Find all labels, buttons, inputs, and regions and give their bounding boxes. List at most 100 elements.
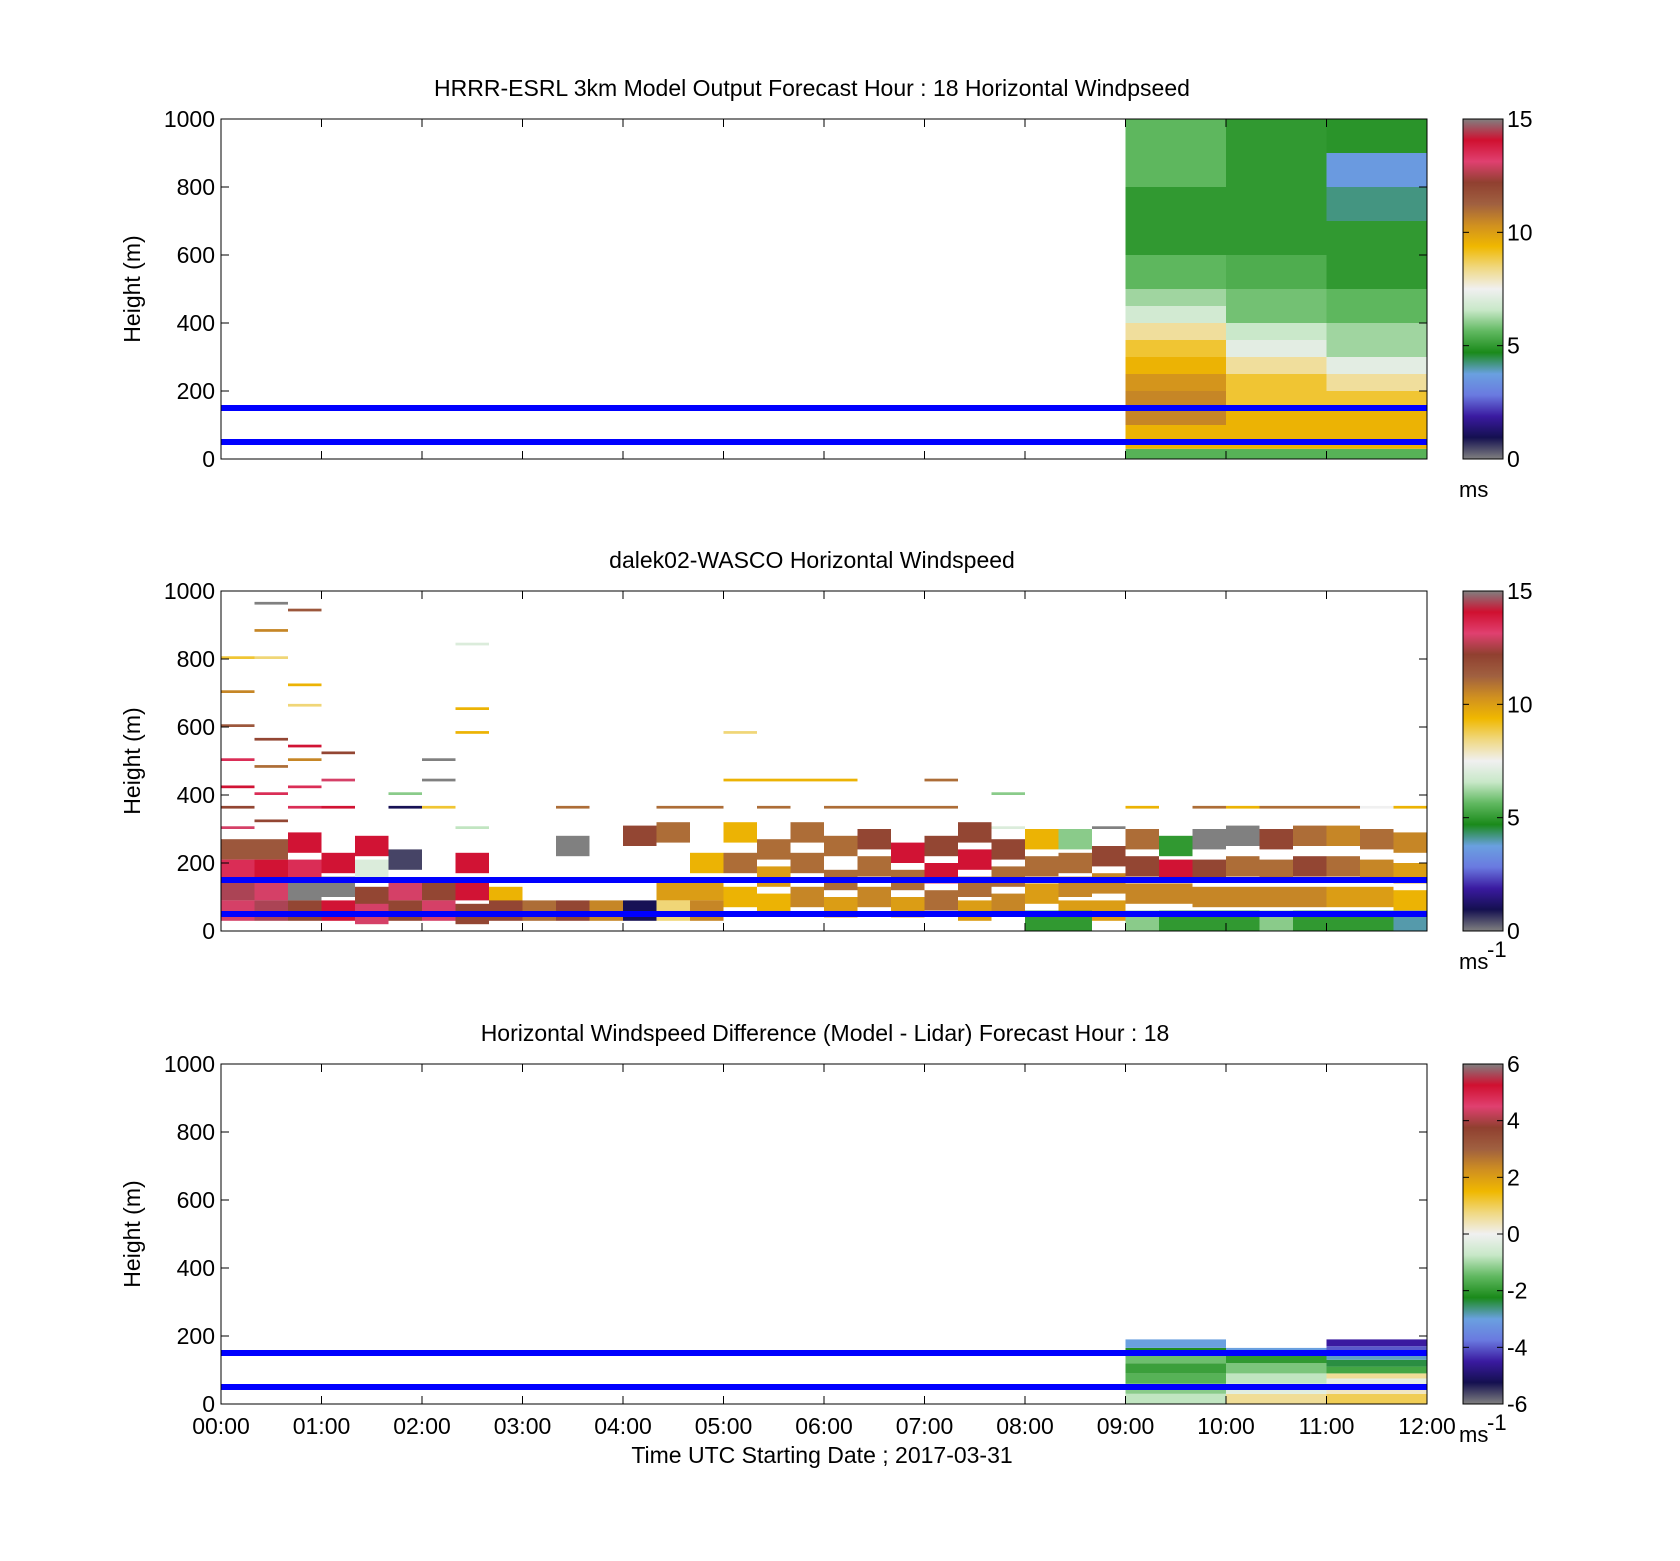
heatmap-cell bbox=[858, 887, 892, 907]
heatmap-cell bbox=[1059, 853, 1093, 873]
x-tick-label: 06:00 bbox=[795, 1413, 853, 1439]
panel-lidar: dalek02-WASCO Horizontal Windspeed Heigh… bbox=[119, 547, 1533, 974]
heatmap-cell bbox=[1159, 883, 1193, 903]
panel-title: dalek02-WASCO Horizontal Windspeed bbox=[609, 547, 1015, 573]
heatmap-cell bbox=[1327, 887, 1361, 907]
heatmap-cell bbox=[1327, 1339, 1428, 1346]
heatmap-cell bbox=[958, 822, 992, 842]
heatmap-cell bbox=[255, 819, 289, 822]
heatmap-cell bbox=[288, 745, 322, 748]
heatmap-cell bbox=[1260, 806, 1294, 809]
heatmap-cell bbox=[657, 822, 691, 842]
heatmap-cell bbox=[1293, 856, 1327, 876]
heatmap-cell bbox=[1092, 846, 1126, 866]
colorbar bbox=[1463, 119, 1503, 459]
heatmap-cell bbox=[1193, 806, 1227, 809]
colorbar bbox=[1463, 591, 1503, 931]
heatmap-cell bbox=[1327, 806, 1361, 809]
heatmap-cell bbox=[925, 779, 959, 782]
heatmap-cell bbox=[992, 866, 1026, 886]
heatmap-cell bbox=[824, 836, 858, 856]
heatmap-cell bbox=[757, 779, 791, 782]
heatmap-cell bbox=[1360, 860, 1394, 880]
colorbar-tick-label: 15 bbox=[1507, 578, 1533, 604]
heatmap-cell bbox=[1327, 323, 1428, 357]
heatmap-cell bbox=[322, 900, 356, 920]
heatmap-cell bbox=[724, 779, 758, 782]
heatmap-cell bbox=[456, 880, 490, 900]
heatmap-cell bbox=[1360, 887, 1394, 907]
heatmap-cell bbox=[489, 900, 523, 920]
y-tick-label: 400 bbox=[177, 1255, 215, 1281]
heatmap-cell bbox=[1126, 187, 1227, 255]
heatmap-cell bbox=[422, 758, 456, 761]
heatmap-cell bbox=[791, 853, 825, 873]
heatmap-cell bbox=[288, 758, 322, 761]
heatmap-cell bbox=[958, 849, 992, 869]
heatmap-cell bbox=[1092, 873, 1126, 893]
heatmap-cell bbox=[1226, 340, 1327, 357]
heatmap-cell bbox=[925, 806, 959, 809]
heatmap-cell bbox=[590, 900, 624, 920]
y-tick-label: 1000 bbox=[164, 1051, 215, 1077]
heatmap-cell bbox=[1394, 832, 1428, 852]
heatmap-cell bbox=[1293, 806, 1327, 809]
colorbar-tick-label: 0 bbox=[1507, 1221, 1520, 1247]
y-tick-label: 600 bbox=[177, 1187, 215, 1213]
heatmap-cell bbox=[1025, 883, 1059, 903]
y-tick-label: 600 bbox=[177, 242, 215, 268]
y-tick-label: 800 bbox=[177, 174, 215, 200]
heatmap-cell bbox=[1226, 1373, 1327, 1383]
heatmap-cell bbox=[1126, 323, 1227, 340]
colorbar-unit: ms bbox=[1459, 949, 1488, 974]
heatmap-cell bbox=[757, 866, 791, 886]
heatmap-cell bbox=[657, 806, 691, 809]
heatmap-cell bbox=[1327, 221, 1428, 289]
colorbar-tick-label: 5 bbox=[1507, 333, 1520, 359]
heatmap-cell bbox=[1327, 826, 1361, 846]
heatmap-cell bbox=[1226, 1363, 1327, 1373]
heatmap-cell bbox=[1126, 119, 1227, 187]
heatmap-cell bbox=[322, 853, 356, 873]
heatmap-cell bbox=[288, 860, 322, 880]
y-tick-label: 400 bbox=[177, 782, 215, 808]
heatmap-cell bbox=[389, 792, 423, 795]
colorbar-unit: ms bbox=[1459, 477, 1488, 502]
heatmap-cell bbox=[1126, 1373, 1227, 1383]
colorbar-tick-label: -4 bbox=[1507, 1334, 1528, 1360]
y-tick-label: 800 bbox=[177, 646, 215, 672]
heatmap-cell bbox=[757, 894, 791, 914]
heatmap-cell bbox=[288, 683, 322, 686]
heatmap-cell bbox=[456, 643, 490, 646]
heatmap-cell bbox=[1226, 449, 1327, 459]
heatmap-cell bbox=[1327, 1367, 1428, 1374]
heatmap-cell bbox=[556, 836, 590, 856]
heatmap-cell bbox=[1226, 806, 1260, 809]
colorbar-tick-label: 10 bbox=[1507, 691, 1533, 717]
heatmap-cell bbox=[824, 806, 858, 809]
heatmap-cell bbox=[1126, 425, 1227, 449]
heatmap-cell bbox=[1260, 887, 1294, 907]
heatmap-cell bbox=[958, 900, 992, 920]
x-tick-label: 02:00 bbox=[393, 1413, 451, 1439]
heatmap-cell bbox=[456, 731, 490, 734]
y-axis-label: Height (m) bbox=[119, 1180, 145, 1287]
heatmap-cell bbox=[255, 839, 289, 859]
heatmap-cell bbox=[221, 826, 255, 829]
x-tick-label: 05:00 bbox=[695, 1413, 753, 1439]
heatmap-cell bbox=[1327, 1360, 1428, 1367]
heatmap-cell bbox=[690, 853, 724, 873]
heatmap-cell bbox=[724, 887, 758, 907]
figure: HRRR-ESRL 3km Model Output Forecast Hour… bbox=[0, 0, 1680, 1561]
heatmap-cell bbox=[824, 779, 858, 782]
y-tick-label: 200 bbox=[177, 1323, 215, 1349]
x-tick-label: 08:00 bbox=[996, 1413, 1054, 1439]
heatmap-cell bbox=[221, 806, 255, 809]
y-tick-label: 0 bbox=[202, 918, 215, 944]
heatmap-cell bbox=[757, 839, 791, 859]
heatmap-cell bbox=[355, 836, 389, 856]
heatmap-cell bbox=[1226, 826, 1260, 846]
heatmap-cell bbox=[1126, 357, 1227, 374]
heatmap-cell bbox=[1193, 887, 1227, 907]
heatmap-cell bbox=[690, 900, 724, 920]
